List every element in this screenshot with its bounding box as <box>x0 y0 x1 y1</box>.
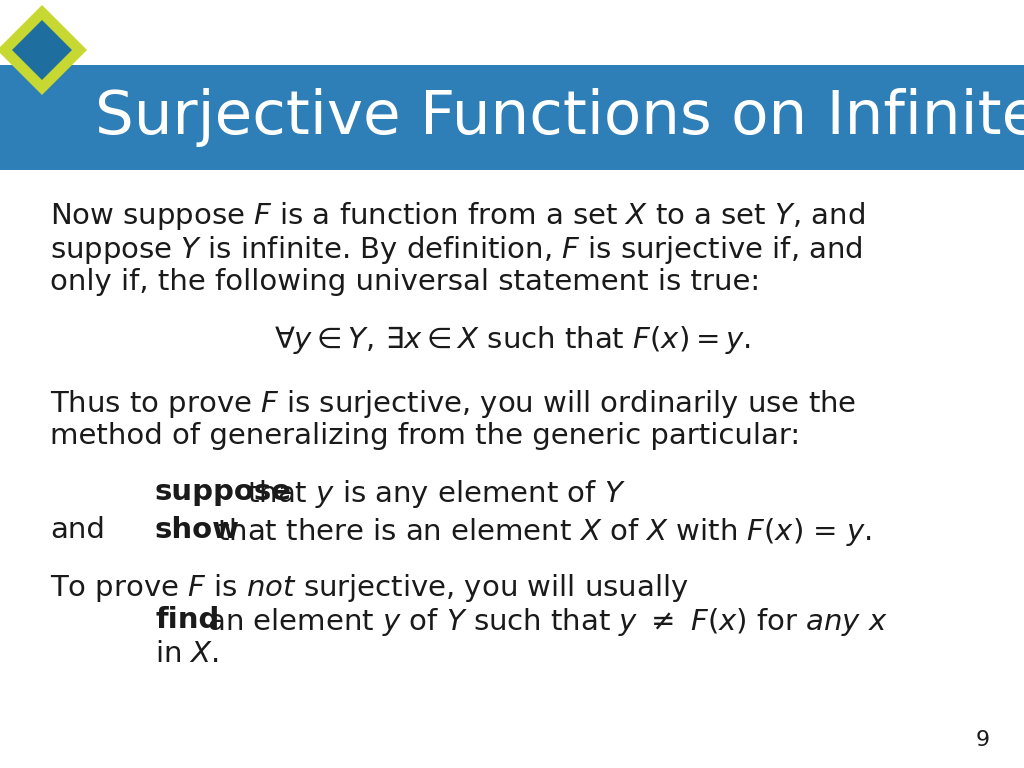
Text: find: find <box>155 606 219 634</box>
Polygon shape <box>12 20 72 80</box>
Text: Now suppose $\mathit{F}$ is a function from a set $\mathit{X}$ to a set $\mathit: Now suppose $\mathit{F}$ is a function f… <box>50 200 865 232</box>
Text: that there is an element $\mathit{X}$ of $\mathit{X}$ with $\mathit{F}$($\mathit: that there is an element $\mathit{X}$ of… <box>208 516 871 548</box>
Text: To prove $\mathit{F}$ is $\mathit{not}$ surjective, you will usually: To prove $\mathit{F}$ is $\mathit{not}$ … <box>50 572 688 604</box>
Text: that $\mathit{y}$ is any element of $\mathit{Y}$: that $\mathit{y}$ is any element of $\ma… <box>238 478 626 510</box>
Polygon shape <box>0 5 87 95</box>
Text: 9: 9 <box>976 730 990 750</box>
Text: Thus to prove $\mathit{F}$ is surjective, you will ordinarily use the: Thus to prove $\mathit{F}$ is surjective… <box>50 388 856 420</box>
Text: method of generalizing from the generic particular:: method of generalizing from the generic … <box>50 422 800 450</box>
Text: and: and <box>50 516 104 544</box>
Text: Surjective Functions on Infinite Sets: Surjective Functions on Infinite Sets <box>95 88 1024 147</box>
Bar <box>0 65 1024 170</box>
Text: suppose: suppose <box>155 478 292 506</box>
Text: $\forall y \in Y,\, \exists x \in X\text{ such that }F(x) = y.$: $\forall y \in Y,\, \exists x \in X\text… <box>273 324 751 356</box>
Text: only if, the following universal statement is true:: only if, the following universal stateme… <box>50 268 760 296</box>
Text: suppose $\mathit{Y}$ is infinite. By definition, $\mathit{F}$ is surjective if, : suppose $\mathit{Y}$ is infinite. By def… <box>50 234 863 266</box>
Text: an element $\mathit{y}$ of $\mathit{Y}$ such that $\mathit{y}$ $\neq$ $\mathit{F: an element $\mathit{y}$ of $\mathit{Y}$ … <box>198 606 888 638</box>
Text: in $\mathit{X}$.: in $\mathit{X}$. <box>155 640 219 668</box>
Text: show: show <box>155 516 240 544</box>
